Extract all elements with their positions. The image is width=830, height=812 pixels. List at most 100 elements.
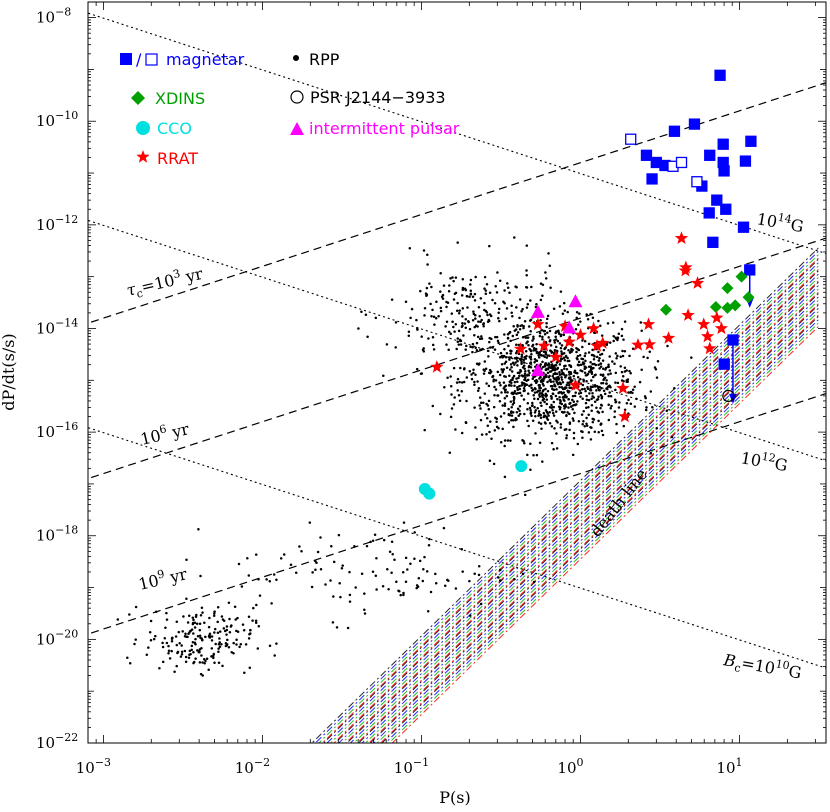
rpp-dot (559, 423, 563, 426)
rpp-dot (452, 279, 455, 283)
rpp-dot (563, 364, 566, 368)
rpp-dot (126, 656, 129, 659)
rpp-dot (610, 404, 613, 408)
rpp-dot (454, 428, 457, 431)
legend-triangle-icon (290, 122, 304, 135)
legend-text: PSR J2144−3933 (310, 88, 446, 107)
rpp-dot (504, 391, 507, 394)
rpp-dot (558, 408, 562, 411)
rpp-dot (218, 630, 222, 633)
rpp-dot (559, 360, 562, 363)
rpp-dot (473, 334, 476, 337)
rpp-dot (332, 595, 335, 598)
rpp-dot (609, 395, 613, 398)
rpp-dot (461, 324, 464, 328)
intermittent-pulsar-marker (530, 363, 545, 377)
rpp-dot (539, 363, 542, 366)
axes: 10−3 10−2 10−1 100 101 10−8 10−10 10−12 10−14 10−… (36, 1, 826, 777)
rpp-dot (426, 610, 430, 613)
rpp-dot (530, 285, 533, 289)
magnetar-marker (739, 155, 752, 167)
rpp-dot (453, 396, 456, 399)
rpp-dot (557, 331, 560, 334)
rpp-dot (518, 391, 522, 395)
rpp-dot (556, 382, 560, 386)
rrat-marker (568, 378, 583, 391)
rpp-dot (398, 589, 401, 593)
rpp-dot (516, 364, 519, 367)
rpp-dot (216, 631, 220, 635)
rpp-dot (415, 584, 419, 587)
rpp-dot (559, 346, 563, 350)
rpp-dot (461, 570, 464, 573)
rpp-dot (458, 309, 461, 312)
rpp-dot (609, 406, 612, 410)
rpp-dot (446, 376, 449, 380)
rpp-dot (154, 634, 157, 638)
rpp-dot (513, 363, 516, 366)
rpp-dot (445, 300, 448, 304)
rpp-dot (176, 651, 179, 655)
rpp-dot (560, 350, 563, 353)
rpp-dot (470, 373, 473, 376)
magnetar-marker (745, 135, 757, 147)
rpp-dot (626, 380, 629, 384)
rpp-dot (584, 366, 588, 369)
rpp-dot (611, 321, 615, 324)
rpp-dot (493, 393, 496, 397)
rpp-dot (158, 666, 161, 670)
rpp-dot (197, 527, 200, 531)
rpp-dot (620, 370, 624, 374)
rpp-dot (420, 335, 423, 338)
rpp-dot (612, 335, 615, 338)
rpp-dot (552, 414, 556, 417)
rpp-dot (525, 306, 529, 309)
rpp-dot (587, 431, 591, 434)
rpp-dot (447, 348, 450, 352)
rpp-dot (594, 363, 598, 367)
rpp-dot (528, 406, 532, 410)
rpp-dot (316, 550, 320, 554)
rpp-dot (539, 413, 542, 417)
rpp-dot (517, 376, 520, 380)
magnetar-marker (640, 149, 653, 161)
rpp-dot (474, 426, 477, 429)
rpp-dot (538, 331, 542, 335)
legend-text: intermittent pulsar (309, 119, 460, 138)
rpp-dot (557, 377, 561, 380)
rpp-dot (483, 392, 487, 395)
rpp-dot (477, 387, 481, 390)
rpp-dot (567, 406, 570, 409)
rpp-dot (485, 416, 489, 420)
rpp-dot (585, 394, 588, 398)
rpp-dot (468, 579, 471, 583)
rpp-dot (559, 426, 563, 429)
rpp-dot (518, 316, 521, 320)
rpp-dot (544, 375, 548, 379)
rpp-dot (200, 606, 204, 609)
rpp-dot (218, 641, 221, 644)
rpp-dot (548, 422, 552, 425)
rpp-dot (507, 421, 511, 424)
rpp-dot (439, 412, 442, 416)
rpp-dot (581, 383, 585, 387)
rpp-dot (541, 360, 544, 364)
rpp-dot (583, 424, 586, 428)
rpp-dot (515, 306, 518, 309)
rpp-dot (583, 340, 587, 343)
rpp-dot (551, 384, 554, 388)
rpp-dot (195, 622, 199, 625)
rpp-dot (546, 363, 549, 367)
y-tick-label: 10−10 (36, 109, 78, 130)
rpp-dot (390, 571, 393, 575)
rpp-dot (535, 342, 538, 346)
rpp-dot (498, 319, 501, 323)
rpp-dot (516, 380, 519, 384)
magnetar-marker-open (675, 156, 688, 169)
rpp-dot (532, 580, 536, 584)
rpp-dot (576, 347, 579, 351)
rpp-dot (628, 354, 631, 358)
rpp-dot (244, 643, 248, 646)
rpp-dot (550, 441, 554, 445)
rpp-dot (371, 539, 375, 542)
